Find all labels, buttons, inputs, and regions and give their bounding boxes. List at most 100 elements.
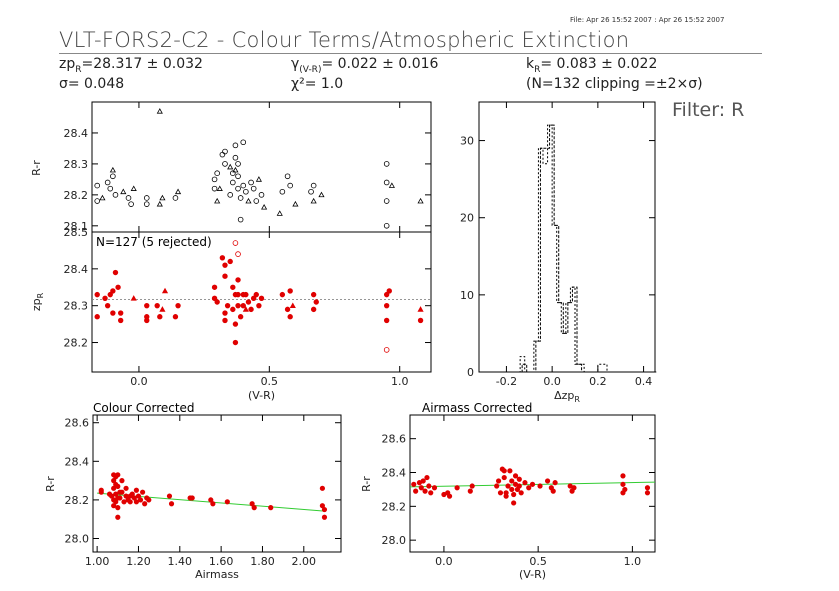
gamma-stat: γ(V-R)= 0.022 ± 0.016 [291, 56, 439, 75]
colour-point [268, 505, 274, 511]
colour-point [140, 489, 146, 495]
top-point-triangle [255, 176, 262, 182]
file-info: File: Apr 26 15:52 2007 : Apr 26 15:52 2… [570, 16, 725, 24]
hist-xlabel: ΔzpR [554, 389, 580, 404]
airmass-point [426, 483, 432, 489]
airmass-point [529, 481, 536, 487]
top-point-circle [211, 176, 218, 183]
airmass-point [620, 481, 626, 487]
colour-xlabel: Airmass [195, 568, 239, 581]
mid-point [417, 317, 424, 324]
hist-xtick-label: 0.0 [543, 375, 561, 388]
colour-point [121, 499, 127, 505]
airmass-point [512, 473, 519, 479]
top-point-circle [237, 195, 244, 201]
top-point-circle [94, 182, 101, 189]
airmass-point [550, 488, 556, 494]
top-point-circle [227, 192, 234, 198]
mid-point [250, 295, 257, 302]
mid-point-triangle [289, 302, 296, 309]
mid-point [287, 314, 293, 320]
k-stat: kR= 0.083 ± 0.022 [526, 56, 658, 75]
airmass-ytick-label: 28.2 [382, 500, 407, 513]
colour-ytick-label: 28.4 [65, 455, 90, 468]
mid-point [144, 302, 150, 309]
airmass-ytick-label: 28.4 [382, 467, 407, 480]
zp-stat: zpR=28.317 ± 0.032 [59, 56, 203, 75]
mid-point [211, 284, 218, 290]
mid-point [232, 321, 239, 327]
top-point-triangle [261, 204, 268, 210]
top-point-circle [287, 182, 293, 189]
airmass-ytick-label: 28.6 [382, 433, 407, 446]
mid-point [310, 306, 317, 313]
top-point-circle [112, 192, 119, 198]
top-point-circle [279, 188, 286, 195]
mid-xlabel: (V-R) [248, 389, 275, 402]
colour-xtick-label: 1.20 [126, 555, 151, 568]
hist-series-b [481, 124, 657, 373]
top-point-triangle [156, 200, 163, 207]
top-point-triangle [245, 197, 252, 204]
mid-rejected-point [232, 240, 239, 246]
colour-point [115, 514, 121, 520]
mid-point-triangle [242, 306, 249, 312]
colour-ylabel: R-r [44, 476, 57, 492]
airmass-point [454, 485, 460, 491]
top-point-circle [284, 173, 291, 180]
mid-point [154, 302, 160, 309]
mid-point [235, 291, 241, 298]
airmass-point [516, 483, 522, 489]
airmass-point [526, 485, 532, 491]
mid-point-triangle [417, 306, 424, 312]
colour-point [131, 495, 137, 501]
mid-annotation: N=127 (5 rejected) [96, 235, 212, 249]
colour-point [113, 499, 119, 505]
top-point-circle [237, 216, 244, 223]
mid-point [235, 277, 241, 283]
colour-point [224, 499, 230, 505]
colour-ytick-label: 28.0 [65, 532, 90, 545]
top-point-triangle [388, 182, 395, 188]
airmass-point [552, 480, 558, 486]
mid-point [94, 291, 100, 298]
colour-point [123, 485, 129, 491]
colour-point [115, 505, 121, 511]
colour-point [135, 493, 142, 499]
mid-point [117, 317, 124, 324]
top-point-circle [110, 173, 116, 180]
airmass-point [511, 500, 517, 506]
mid-point [279, 291, 286, 298]
mid-point [230, 306, 236, 313]
airmass-point [467, 488, 473, 494]
top-point-triangle [214, 197, 221, 204]
mid-ytick-label: 28.5 [64, 226, 89, 239]
airmass-xtick-label: 0.5 [529, 555, 547, 568]
top-ytick-label: 28.4 [64, 127, 89, 140]
top-point-circle [219, 151, 226, 158]
mid-point [310, 291, 317, 298]
mid-point [287, 288, 293, 294]
colour-point [249, 501, 255, 507]
airmass-point [522, 480, 528, 486]
airmass-point [418, 485, 424, 491]
airmass-point [644, 490, 651, 496]
colour-point [319, 503, 325, 509]
mid-point [258, 295, 265, 302]
colour-point [189, 495, 195, 501]
colour-point [146, 497, 152, 503]
filter-label: Filter: R [672, 99, 745, 121]
airmass-point [501, 474, 507, 481]
mid-point [230, 284, 236, 290]
mid-point [237, 314, 244, 320]
top-point-circle [232, 142, 239, 149]
colour-point [137, 497, 144, 503]
top-point-circle [383, 223, 390, 229]
top-point-circle [308, 188, 314, 195]
mid-point [222, 310, 228, 316]
mid-point [222, 317, 228, 324]
top-point-triangle [99, 194, 106, 201]
mid-point [240, 302, 246, 309]
mid-point-triangle [161, 287, 169, 294]
mid-point [157, 314, 163, 320]
